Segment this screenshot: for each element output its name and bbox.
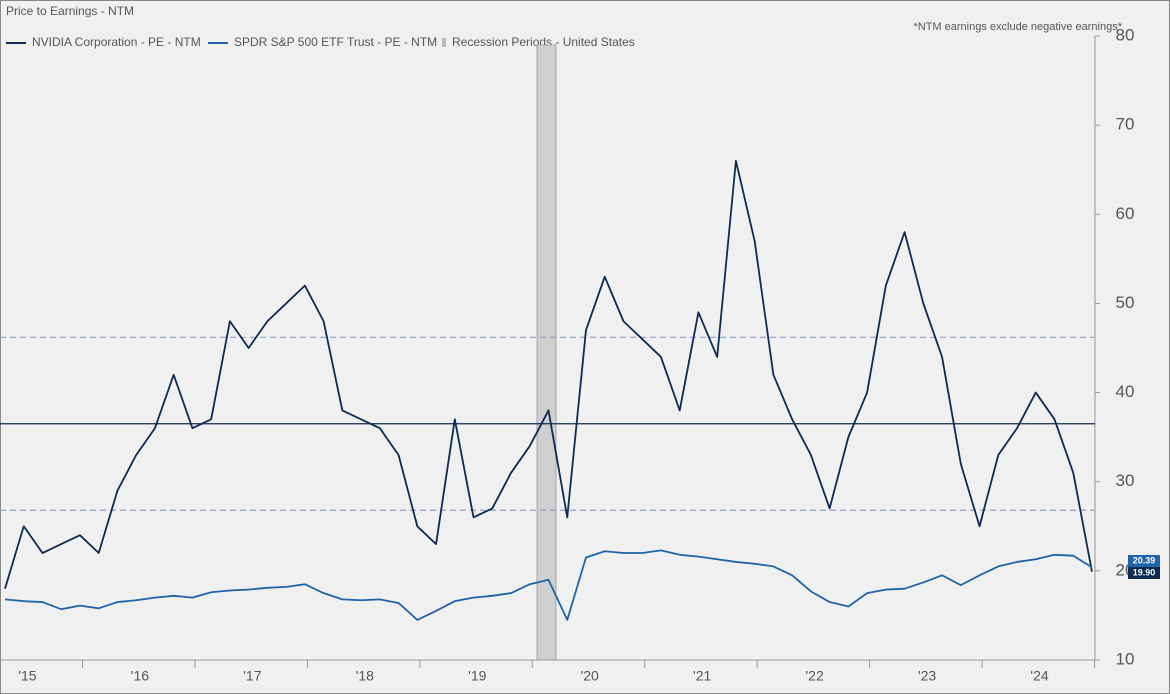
legend-label: SPDR S&P 500 ETF Trust - PE - NTM xyxy=(234,35,437,49)
series-line xyxy=(4,159,1093,589)
note: *NTM earnings exclude negative earnings* xyxy=(913,21,1122,33)
y-tick-label: 80 xyxy=(1116,25,1135,44)
y-tick-label: 60 xyxy=(1116,204,1135,223)
x-tick-label: '24 xyxy=(1030,668,1048,684)
x-tick-label: '21 xyxy=(693,668,711,684)
y-tick-label: 40 xyxy=(1116,382,1135,401)
legend: Recession Periods - United States NVIDIA… xyxy=(6,35,635,49)
x-tick-label: '20 xyxy=(581,668,599,684)
legend-swatch xyxy=(442,38,446,47)
legend-label: Recession Periods - United States xyxy=(452,35,635,49)
recession-band xyxy=(536,44,557,661)
legend-label: NVIDIA Corporation - PE - NTM xyxy=(32,35,201,49)
series-line xyxy=(4,549,1093,621)
x-tick-label: '15 xyxy=(18,668,36,684)
end-label: 19.90 xyxy=(1133,567,1156,577)
x-tick-label: '22 xyxy=(805,668,823,684)
y-tick-label: 70 xyxy=(1116,115,1135,134)
x-tick-label: '19 xyxy=(468,668,486,684)
y-tick-label: 30 xyxy=(1116,471,1135,490)
end-label-box xyxy=(1128,555,1160,567)
y-tick-label: 10 xyxy=(1116,649,1135,668)
x-tick-label: '17 xyxy=(243,668,261,684)
chart-title: Price to Earnings - NTM xyxy=(6,4,134,18)
end-label: 20.39 xyxy=(1133,555,1156,565)
y-tick-label: 50 xyxy=(1116,293,1135,312)
end-label-box xyxy=(1128,567,1160,579)
x-tick-label: '23 xyxy=(918,668,936,684)
x-tick-label: '16 xyxy=(131,668,149,684)
x-tick-label: '18 xyxy=(356,668,374,684)
